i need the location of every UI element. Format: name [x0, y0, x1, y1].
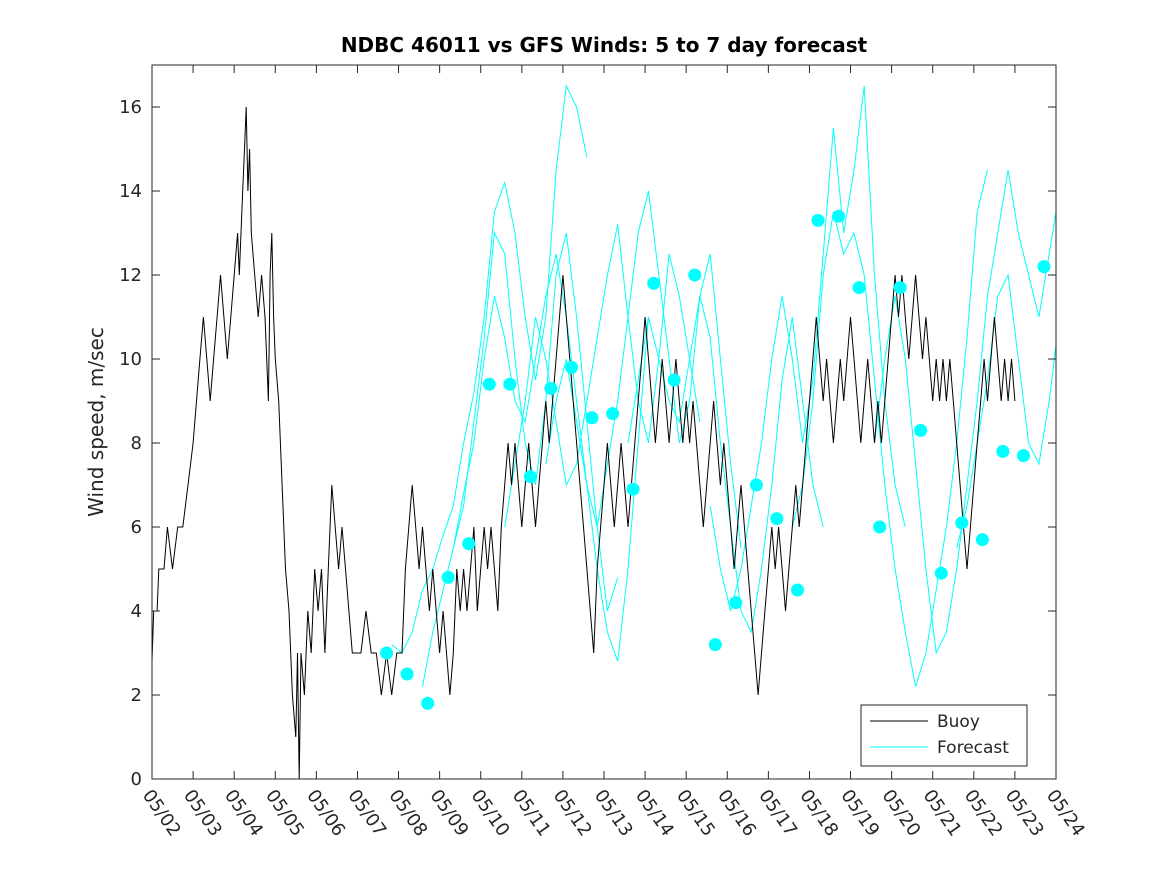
forecast-point [996, 444, 1010, 458]
y-tick-label: 10 [119, 349, 142, 370]
chart-title: NDBC 46011 vs GFS Winds: 5 to 7 day fore… [341, 33, 868, 57]
forecast-point [749, 478, 763, 492]
forecast-point [565, 360, 578, 374]
forecast-point [832, 209, 846, 223]
plot-area [152, 65, 1056, 779]
y-tick-label: 8 [131, 433, 142, 454]
forecast-point [1017, 449, 1030, 463]
forecast-point [975, 533, 989, 547]
buoy-line [152, 106, 1016, 779]
y-tick-label: 12 [119, 265, 142, 286]
forecast-point [811, 213, 825, 227]
forecast-point [667, 373, 681, 387]
forecast-point [647, 276, 661, 290]
forecast-point [893, 281, 907, 295]
y-tick-label: 2 [131, 685, 142, 706]
forecast-point [626, 482, 640, 496]
forecast-point [421, 696, 435, 710]
forecast-run-line [791, 169, 988, 687]
forecast-point [852, 281, 866, 295]
y-tick-label: 4 [131, 601, 142, 622]
forecast-point [914, 423, 928, 437]
forecast-point [523, 470, 537, 484]
forecast-run-line [627, 295, 824, 634]
legend-buoy-label: Buoy [937, 712, 980, 732]
forecast-point [482, 377, 496, 391]
forecast-run-line [956, 273, 1056, 549]
forecast-point [441, 570, 455, 584]
forecast-run-line [545, 190, 742, 549]
y-tick-label: 16 [119, 97, 142, 118]
forecast-point [400, 667, 414, 681]
y-tick-label: 0 [131, 769, 142, 790]
forecast-point [380, 646, 394, 660]
legend-box [860, 704, 1028, 767]
forecast-point [688, 268, 702, 282]
forecast-point [544, 381, 558, 395]
forecast-point [462, 537, 476, 551]
forecast-run-line [874, 169, 1056, 655]
y-axis-label: Wind speed, m/sec [84, 327, 108, 517]
legend: Buoy Forecast [860, 704, 1028, 767]
forecast-point [503, 377, 517, 391]
forecast-point [873, 520, 887, 534]
forecast-run-line [504, 224, 701, 528]
y-tick-label: 14 [119, 181, 142, 202]
forecast-point [606, 407, 620, 421]
forecast-point [1037, 260, 1051, 274]
series-layer [152, 84, 1056, 779]
series-group [152, 84, 1056, 779]
plot-frame [151, 64, 1057, 780]
forecast-point [585, 411, 599, 425]
legend-forecast-label: Forecast [937, 738, 1009, 758]
forecast-point [708, 638, 722, 652]
forecast-point [934, 566, 948, 580]
forecast-point [955, 516, 969, 530]
y-tick-label: 6 [131, 517, 142, 538]
forecast-point [770, 512, 784, 526]
forecast-run-line [452, 253, 649, 662]
forecast-run-line [709, 85, 906, 612]
forecast-point [791, 583, 804, 597]
forecast-point [729, 596, 743, 610]
forecast-run-line [391, 84, 588, 654]
